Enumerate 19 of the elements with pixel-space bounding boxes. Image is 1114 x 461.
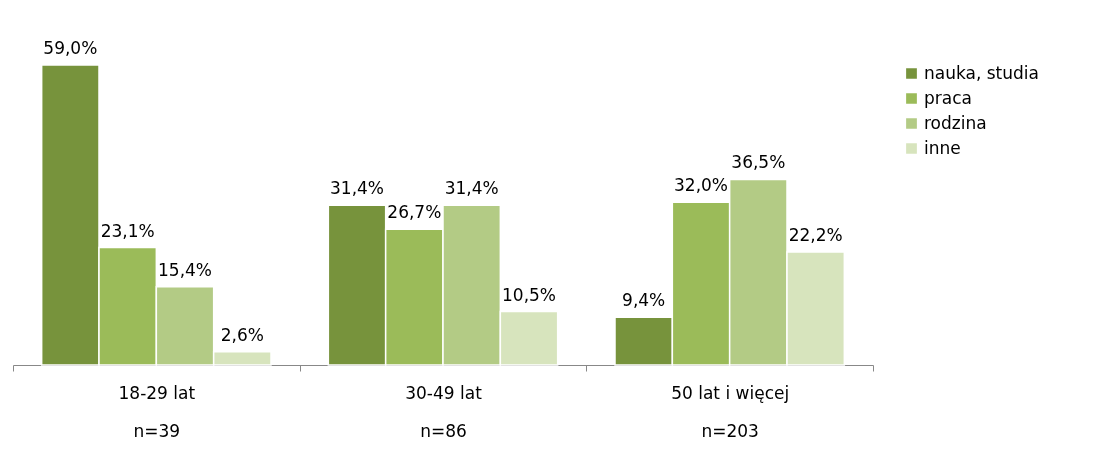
data-label: 59,0% [43, 38, 98, 58]
data-label: 36,5% [731, 152, 786, 173]
data-label: 32,0% [673, 175, 729, 196]
x-tick-label: 30-49 lat n=86 [405, 382, 483, 441]
legend-label: rodzina [924, 112, 987, 133]
data-label: 2,6% [220, 324, 264, 345]
legend-label: inne [924, 137, 961, 158]
x-tick-label: 18-29 lat n=39 [118, 382, 196, 441]
data-label: 9,4% [622, 290, 666, 311]
data-label: 26,7% [387, 202, 442, 223]
legend-label: praca [924, 87, 972, 108]
data-label: 31,4% [444, 178, 499, 199]
data-label: 22,2% [788, 225, 843, 246]
data-label: 31,4% [329, 178, 385, 199]
data-label: 15,4% [157, 259, 213, 280]
data-label: 10,5% [501, 284, 557, 305]
x-tick-label: 50 lat i więcej n=203 [671, 382, 790, 441]
data-label: 23,1% [100, 220, 155, 241]
legend-label: nauka, studia [924, 62, 1039, 83]
